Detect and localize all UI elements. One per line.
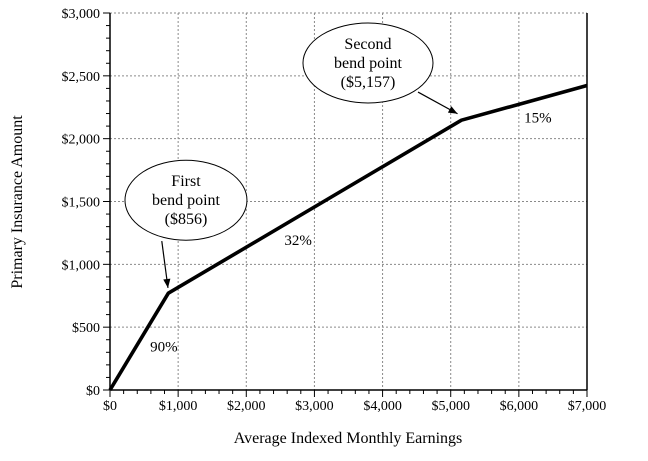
- x-tick-label: $0: [103, 399, 117, 414]
- segment-percent-label: 90%: [150, 340, 178, 356]
- callout-text-line: First: [171, 173, 201, 190]
- x-tick-label: $7,000: [568, 399, 607, 414]
- y-tick-label: $500: [72, 321, 100, 336]
- callout-text-line: Second: [344, 36, 391, 53]
- y-axis-title: Primary Insurance Amount: [9, 115, 26, 289]
- callout-ellipse: [302, 22, 434, 104]
- callout-text-line: ($856): [165, 211, 208, 228]
- y-tick-label: $2,000: [62, 133, 101, 148]
- x-tick-label: $5,000: [431, 399, 470, 414]
- callout-text-line: bend point: [334, 55, 403, 72]
- y-tick-label: $0: [86, 384, 100, 399]
- x-tick-label: $6,000: [500, 399, 539, 414]
- segment-percent-label: 15%: [524, 110, 552, 126]
- y-tick-label: $2,500: [62, 70, 101, 85]
- callout-arrowhead: [447, 106, 458, 114]
- callout-ellipse: [124, 159, 248, 241]
- x-tick-label: $2,000: [227, 399, 266, 414]
- y-tick-label: $3,000: [62, 7, 101, 22]
- segment-percent-label: 32%: [284, 233, 312, 249]
- callout-arrowhead: [163, 278, 171, 288]
- x-tick-label: $4,000: [363, 399, 402, 414]
- x-tick-label: $1,000: [159, 399, 198, 414]
- callout-text-line: bend point: [152, 192, 221, 209]
- y-tick-label: $1,500: [62, 196, 101, 211]
- x-tick-label: $3,000: [295, 399, 334, 414]
- callout-text-line: ($5,157): [341, 74, 396, 91]
- y-tick-label: $1,000: [62, 258, 101, 273]
- chart-generated-layer: $0 $500 $1,000 $1,500 $2,000 $2,500 $3,000 $0 $1…: [62, 7, 607, 414]
- x-axis-title: Average Indexed Monthly Earnings: [234, 430, 463, 447]
- pia-series-line: [108, 83, 588, 391]
